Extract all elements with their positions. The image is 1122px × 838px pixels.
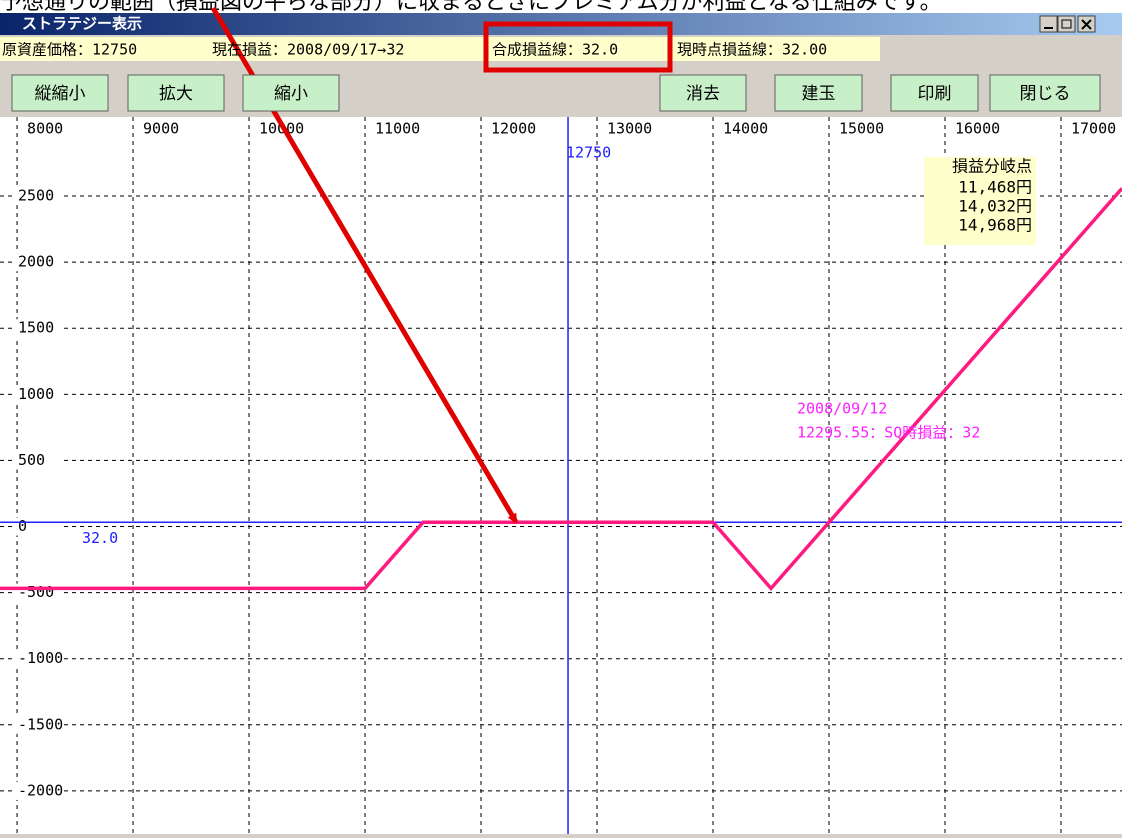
button[interactable] <box>774 74 863 112</box>
x-tick-label: 15000 <box>839 120 884 138</box>
button[interactable] <box>890 74 979 112</box>
x-tick-label: 11000 <box>375 120 420 138</box>
maximize[interactable] <box>1057 15 1076 33</box>
info-text: 原資産価格：12750 <box>2 41 137 59</box>
tick-label-bg <box>16 715 64 734</box>
x-tick-label: 14000 <box>723 120 768 138</box>
x-tick-label: 16000 <box>955 120 1000 138</box>
y-tick-label: 0 <box>18 517 27 535</box>
button-label[interactable]: 閉じる <box>1020 84 1071 104</box>
tick-label-bg <box>16 319 64 338</box>
button-label[interactable]: 建玉 <box>802 84 836 104</box>
breakeven-item: 14,968円 <box>958 216 1032 235</box>
highlight-box <box>483 21 673 73</box>
info-text: 現時点損益線：32.00 <box>677 41 827 59</box>
y-tick-label: -1000 <box>18 649 63 667</box>
y-tick-label: -1500 <box>18 715 63 733</box>
x-tick-label: 12000 <box>491 120 536 138</box>
tick-label-bg <box>16 781 64 800</box>
y-tick-label: -500 <box>18 583 54 601</box>
x-tick-label: 8000 <box>27 120 63 138</box>
y-tick-label: 500 <box>18 451 45 469</box>
window-controls <box>1039 15 1096 33</box>
tick-label-bg <box>16 385 64 404</box>
tick-label-bg <box>16 451 64 470</box>
x-tick-label: 17000 <box>1071 120 1116 138</box>
button-label[interactable]: 拡大 <box>159 84 193 104</box>
button[interactable] <box>989 74 1101 112</box>
y-tick-label: 1000 <box>18 385 54 403</box>
y-tick-label: 2500 <box>18 187 54 205</box>
button-label[interactable]: 縮小 <box>274 84 308 104</box>
sq-note: 2008/09/12 <box>797 400 887 418</box>
payoff-line <box>0 187 1122 592</box>
info-text: 現在損益：2008/09/17→32 <box>212 41 404 59</box>
breakeven-box <box>924 157 1036 245</box>
breakeven-item: 14,032円 <box>958 197 1032 216</box>
vline-label: 12750 <box>566 144 611 162</box>
y-tick-label: -2000 <box>18 781 63 799</box>
sq-note: 12295.55：SQ時損益：32 <box>797 424 980 442</box>
info-text: 合成損益線：32.0 <box>492 41 618 59</box>
button[interactable] <box>659 74 747 112</box>
breakeven-item: 11,468円 <box>958 178 1032 197</box>
x-tick-label: 13000 <box>607 120 652 138</box>
button[interactable] <box>11 74 109 112</box>
minimize[interactable] <box>1039 15 1058 33</box>
tick-label-bg <box>16 253 64 272</box>
header-text: 予想通りの範囲（損益図の平らな部分）に収まるときにプレミアム分が利益となる仕組み… <box>0 0 942 15</box>
button-label[interactable]: 印刷 <box>918 84 952 104</box>
hline-label: 32.0 <box>82 529 118 547</box>
x-tick-label: 9000 <box>143 120 179 138</box>
button[interactable] <box>127 74 225 112</box>
button[interactable] <box>242 74 340 112</box>
tick-label-bg <box>16 649 64 668</box>
info-bar <box>0 37 880 61</box>
header-bg <box>0 0 1122 13</box>
y-tick-label: 2000 <box>18 253 54 271</box>
tick-label-bg <box>16 187 64 206</box>
y-tick-label: 1500 <box>18 319 54 337</box>
breakeven-title: 損益分岐点 <box>952 157 1032 176</box>
button-label[interactable]: 縦縮小 <box>35 84 86 104</box>
button-label[interactable]: 消去 <box>686 84 720 104</box>
window-title: ストラテジー表示 <box>22 15 142 33</box>
